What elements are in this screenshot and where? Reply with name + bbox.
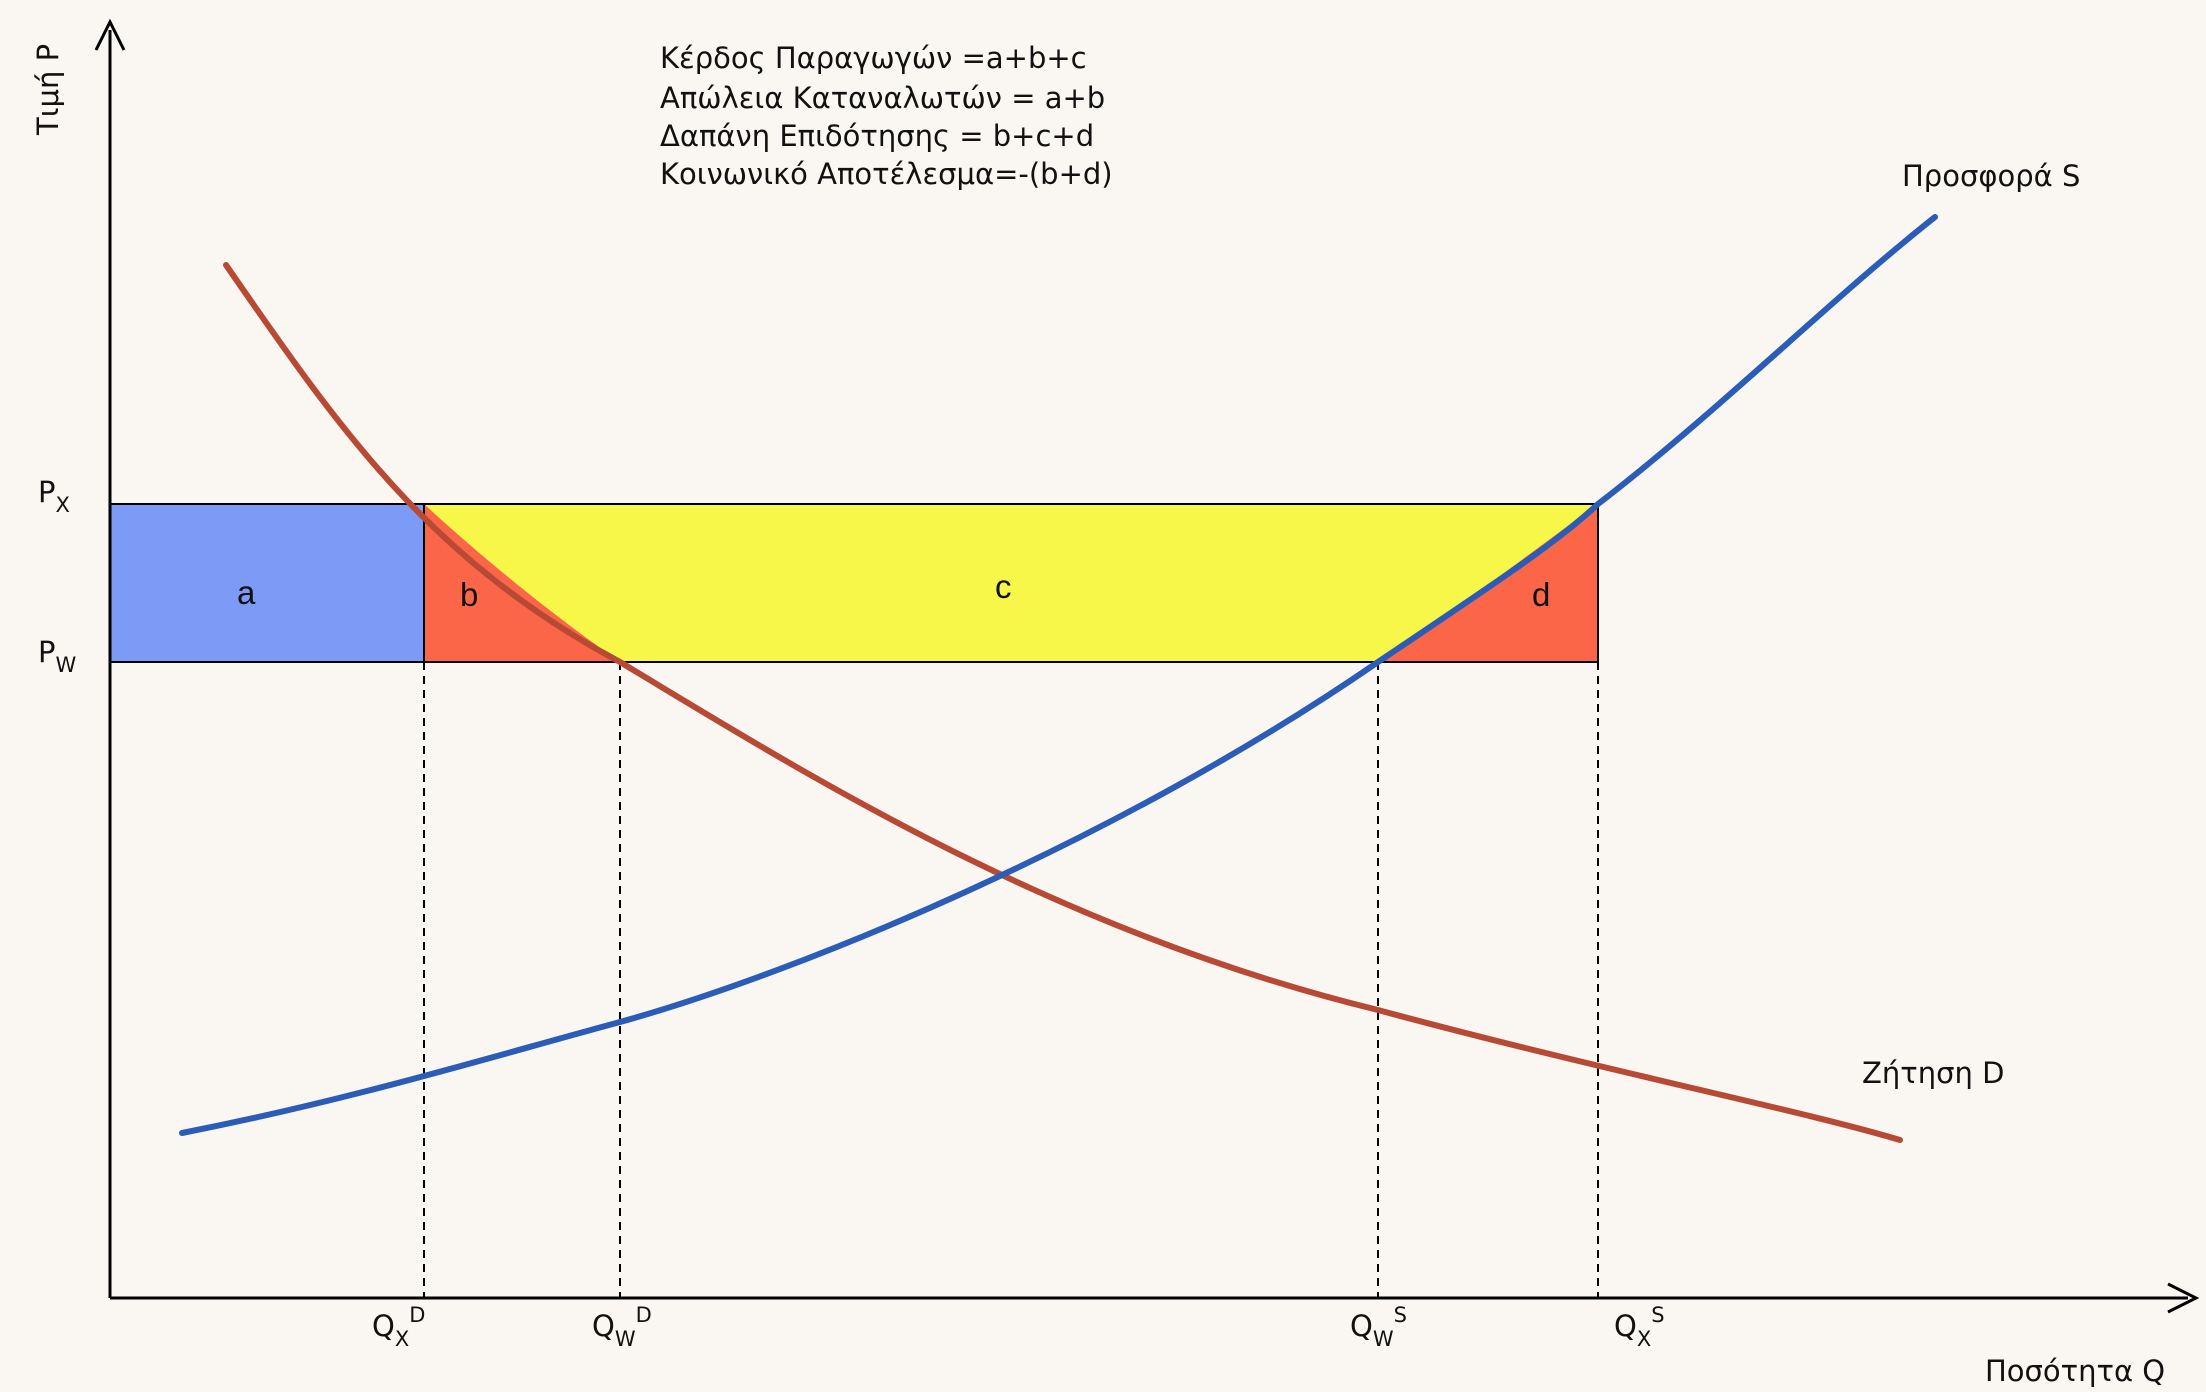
x-axis-label: Ποσότητα Q: [1985, 1354, 2165, 1388]
note-producer-gain: Κέρδος Παραγωγών =a+b+c: [660, 41, 1087, 75]
region-label-d: d: [1532, 576, 1550, 613]
demand-curve-label: Ζήτηση D: [1862, 1056, 2004, 1090]
region-a: [110, 504, 424, 662]
region-c: [424, 504, 1598, 662]
supply-curve-label: Προσφορά S: [1902, 159, 2080, 193]
quantity-label-qws: QWS: [1350, 1303, 1407, 1351]
region-b: [424, 504, 620, 662]
demand-curve: [223, 262, 1903, 1143]
price-label-pw: PW: [38, 635, 77, 677]
region-label-a: a: [237, 574, 256, 611]
region-d: [1375, 504, 1598, 662]
region-label-b: b: [460, 576, 478, 613]
note-subsidy-cost: Δαπάνη Επιδότησης = b+c+d: [660, 119, 1094, 153]
quantity-label-qxs: QXS: [1614, 1303, 1665, 1351]
x-axis-arrow-icon: [2167, 1282, 2200, 1314]
note-social-effect: Κοινωνικό Αποτέλεσμα=-(b+d): [660, 157, 1113, 191]
quantity-label-qxd: QXD: [372, 1303, 425, 1351]
quantity-label-qwd: QWD: [592, 1303, 652, 1351]
price-label-px: PX: [38, 475, 70, 517]
y-axis-label: Τιμή P: [31, 44, 65, 136]
y-axis-arrow-icon: [94, 18, 126, 51]
note-consumer-loss: Απώλεια Καταναλωτών = a+b: [660, 81, 1105, 115]
supply-curve: [179, 214, 1938, 1136]
region-label-c: c: [995, 568, 1012, 605]
